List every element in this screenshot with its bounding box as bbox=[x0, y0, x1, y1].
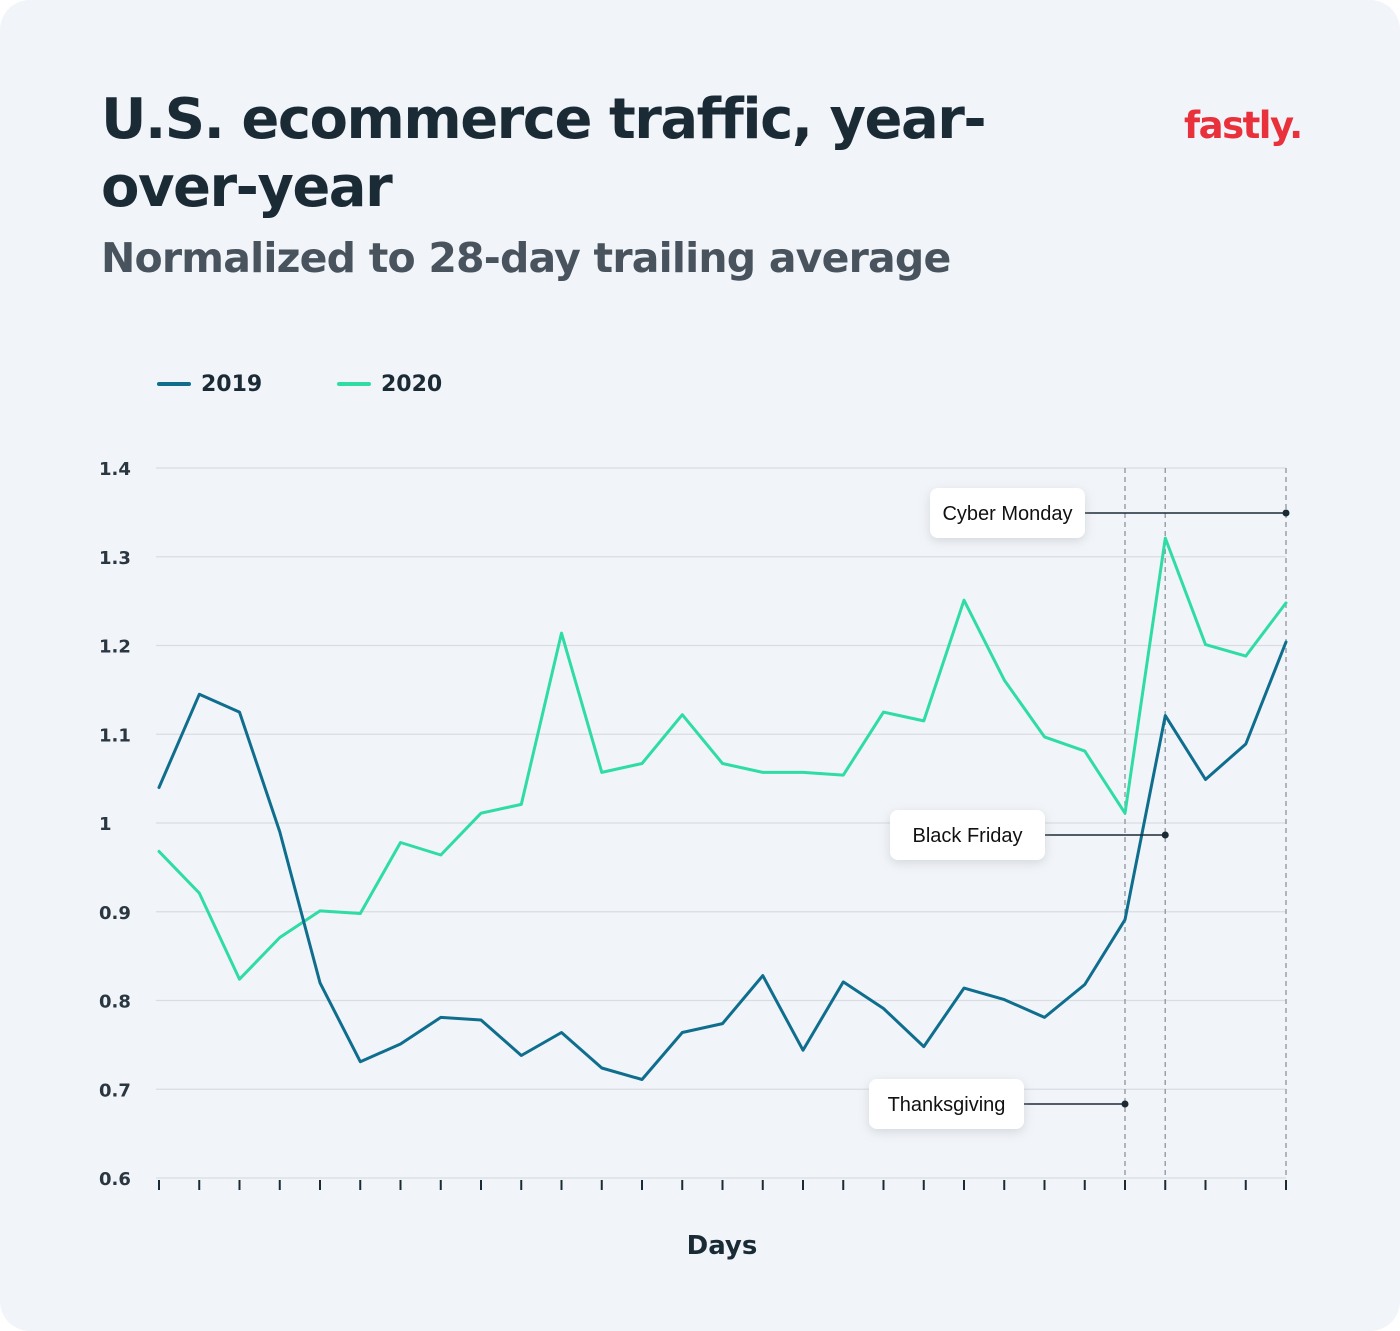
y-tick-label: 0.6 bbox=[99, 1169, 131, 1190]
series-layer bbox=[157, 536, 1288, 1081]
y-tick-label: 1.3 bbox=[99, 548, 131, 569]
callout-label: Cyber Monday bbox=[942, 503, 1072, 525]
y-tick-label: 0.7 bbox=[99, 1080, 131, 1101]
callout-layer: Cyber Monday Black Friday Thanksgiving bbox=[869, 488, 1290, 1129]
callout: Thanksgiving bbox=[869, 1079, 1129, 1129]
legend-item-2020: 2020 bbox=[337, 368, 442, 400]
callout-dot bbox=[1282, 509, 1290, 517]
fastly-logo: fastly. bbox=[1184, 104, 1303, 147]
y-axis-labels: 0.6 0.7 0.8 0.9 1 1.1 1.2 1.3 1.4 bbox=[99, 459, 131, 1190]
event-markers bbox=[1124, 468, 1287, 1178]
callout-dot bbox=[1121, 1100, 1129, 1108]
y-tick-label: 1 bbox=[99, 814, 112, 835]
chart-title: U.S. ecommerce traffic, year-over-year bbox=[101, 87, 987, 220]
chart-subtitle: Normalized to 28-day trailing average bbox=[101, 234, 951, 282]
callout-box bbox=[930, 488, 1085, 538]
y-tick-label: 1.2 bbox=[99, 637, 131, 658]
callout-box bbox=[869, 1079, 1024, 1129]
legend-swatch-2020 bbox=[337, 382, 371, 386]
x-axis-ticks bbox=[158, 1180, 1287, 1190]
y-tick-label: 1.4 bbox=[99, 459, 131, 480]
y-tick-label: 0.9 bbox=[99, 903, 131, 924]
callout-label: Thanksgiving bbox=[888, 1094, 1006, 1116]
callout-dot bbox=[1161, 831, 1169, 839]
legend-item-2019: 2019 bbox=[157, 368, 262, 400]
callout: Cyber Monday bbox=[930, 488, 1290, 538]
callout-label: Black Friday bbox=[912, 825, 1022, 847]
grid-layer bbox=[156, 467, 1286, 1179]
callout-box bbox=[890, 810, 1045, 860]
legend-label-2020: 2020 bbox=[381, 371, 443, 397]
series-line-2019 bbox=[157, 640, 1288, 1081]
y-tick-label: 0.8 bbox=[99, 992, 131, 1013]
legend-label-2019: 2019 bbox=[201, 371, 263, 397]
callout: Black Friday bbox=[890, 810, 1169, 860]
y-tick-label: 1.1 bbox=[99, 725, 131, 746]
legend-swatch-2019 bbox=[157, 382, 191, 386]
x-axis-title: Days bbox=[687, 1231, 758, 1261]
series-line-2020 bbox=[157, 536, 1288, 981]
